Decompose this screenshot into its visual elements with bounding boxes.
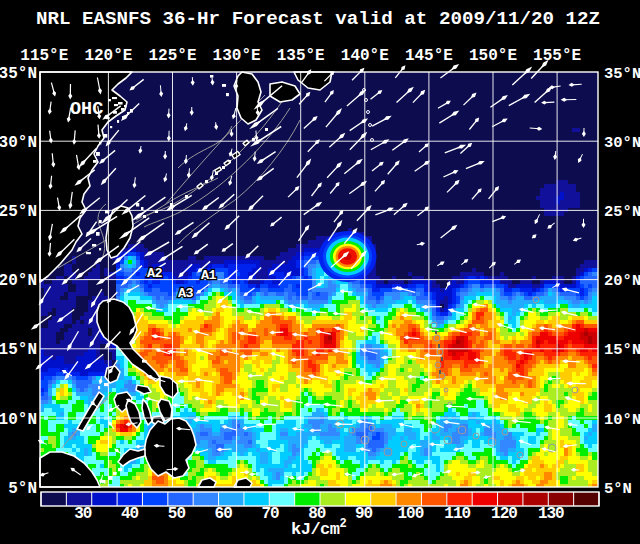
svg-text:5°N: 5°N: [8, 480, 37, 498]
svg-text:60: 60: [215, 505, 233, 523]
svg-text:A2: A2: [147, 266, 163, 281]
svg-text:40: 40: [121, 505, 139, 523]
svg-text:25°N: 25°N: [604, 203, 640, 221]
svg-text:145°E: 145°E: [405, 47, 453, 65]
svg-text:35°N: 35°N: [0, 65, 37, 83]
svg-text:120: 120: [491, 505, 517, 523]
svg-text:NRL EASNFS 36-Hr Forecast val: NRL EASNFS 36-Hr Forecast valid at 2009/…: [36, 8, 600, 30]
svg-text:30: 30: [74, 505, 92, 523]
svg-text:15°N: 15°N: [604, 341, 640, 359]
svg-text:A1: A1: [201, 268, 217, 283]
svg-text:30°N: 30°N: [0, 134, 37, 152]
svg-text:A3: A3: [178, 286, 194, 301]
svg-text:10°N: 10°N: [604, 411, 640, 429]
svg-text:90: 90: [355, 505, 373, 523]
svg-text:135°E: 135°E: [277, 47, 325, 65]
svg-text:70: 70: [261, 505, 279, 523]
svg-text:140°E: 140°E: [341, 47, 389, 65]
svg-text:30°N: 30°N: [604, 134, 640, 152]
svg-text:130°E: 130°E: [213, 47, 261, 65]
svg-text:130: 130: [538, 505, 564, 523]
svg-text:110: 110: [444, 505, 470, 523]
svg-text:20°N: 20°N: [604, 272, 640, 290]
svg-text:100: 100: [397, 505, 423, 523]
svg-text:125°E: 125°E: [148, 47, 196, 65]
svg-text:25°N: 25°N: [0, 203, 37, 221]
svg-text:15°N: 15°N: [0, 341, 37, 359]
svg-text:20°N: 20°N: [0, 272, 37, 290]
svg-text:OHC: OHC: [70, 99, 103, 120]
svg-text:115°E: 115°E: [20, 47, 68, 65]
svg-text:kJ/cm2: kJ/cm2: [291, 517, 347, 539]
svg-text:150°E: 150°E: [469, 47, 517, 65]
svg-text:10°N: 10°N: [0, 411, 37, 429]
svg-text:155°E: 155°E: [533, 47, 581, 65]
svg-text:120°E: 120°E: [84, 47, 132, 65]
svg-text:50: 50: [168, 505, 186, 523]
svg-text:5°N: 5°N: [604, 480, 632, 498]
svg-text:35°N: 35°N: [604, 65, 640, 83]
